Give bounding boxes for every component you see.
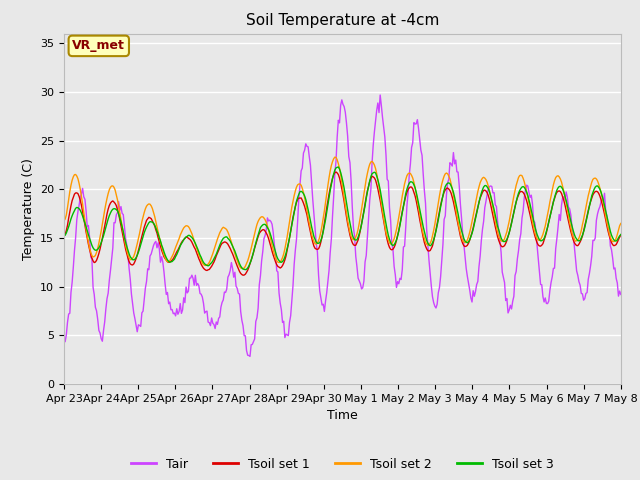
- Tsoil set 3: [335, 164, 342, 170]
- Tair: [60, 336, 68, 341]
- Y-axis label: Temperature (C): Temperature (C): [22, 158, 35, 260]
- Tsoil set 3: [568, 223, 576, 228]
- Tsoil set 2: [374, 177, 381, 183]
- Tsoil set 1: [401, 198, 408, 204]
- Tsoil set 3: [374, 177, 381, 183]
- Tsoil set 3: [60, 233, 68, 239]
- Tsoil set 2: [617, 221, 625, 227]
- Tsoil set 1: [332, 169, 340, 175]
- Tsoil set 1: [374, 186, 381, 192]
- Line: Tsoil set 3: Tsoil set 3: [64, 167, 621, 270]
- Tsoil set 3: [472, 216, 479, 222]
- Tsoil set 2: [239, 266, 247, 272]
- Tair: [472, 288, 479, 294]
- Text: VR_met: VR_met: [72, 39, 125, 52]
- Tair: [296, 182, 304, 188]
- Tsoil set 3: [617, 232, 625, 238]
- Line: Tsoil set 1: Tsoil set 1: [64, 172, 621, 275]
- Tair: [234, 286, 241, 291]
- Tsoil set 2: [331, 154, 339, 160]
- Tair: [376, 92, 384, 98]
- Tsoil set 2: [568, 230, 576, 236]
- Tsoil set 3: [241, 267, 249, 273]
- Title: Soil Temperature at -4cm: Soil Temperature at -4cm: [246, 13, 439, 28]
- Tsoil set 1: [60, 233, 68, 239]
- Tsoil set 3: [401, 196, 408, 202]
- Tsoil set 1: [239, 272, 247, 278]
- Tsoil set 1: [617, 232, 625, 238]
- Tair: [373, 108, 381, 113]
- X-axis label: Time: Time: [327, 409, 358, 422]
- Tsoil set 1: [234, 263, 241, 269]
- Tsoil set 3: [296, 189, 304, 194]
- Tair: [568, 224, 576, 230]
- Tair: [617, 291, 625, 297]
- Line: Tair: Tair: [64, 95, 621, 357]
- Tsoil set 2: [472, 200, 479, 206]
- Tsoil set 1: [472, 214, 479, 220]
- Tair: [246, 354, 254, 360]
- Tsoil set 2: [401, 181, 408, 187]
- Tair: [401, 243, 408, 249]
- Line: Tsoil set 2: Tsoil set 2: [64, 157, 621, 269]
- Tsoil set 1: [568, 233, 576, 239]
- Tsoil set 2: [296, 181, 304, 187]
- Tsoil set 3: [234, 255, 241, 261]
- Legend: Tair, Tsoil set 1, Tsoil set 2, Tsoil set 3: Tair, Tsoil set 1, Tsoil set 2, Tsoil se…: [126, 453, 559, 476]
- Tsoil set 2: [60, 218, 68, 224]
- Tsoil set 2: [234, 258, 241, 264]
- Tsoil set 1: [296, 195, 304, 201]
